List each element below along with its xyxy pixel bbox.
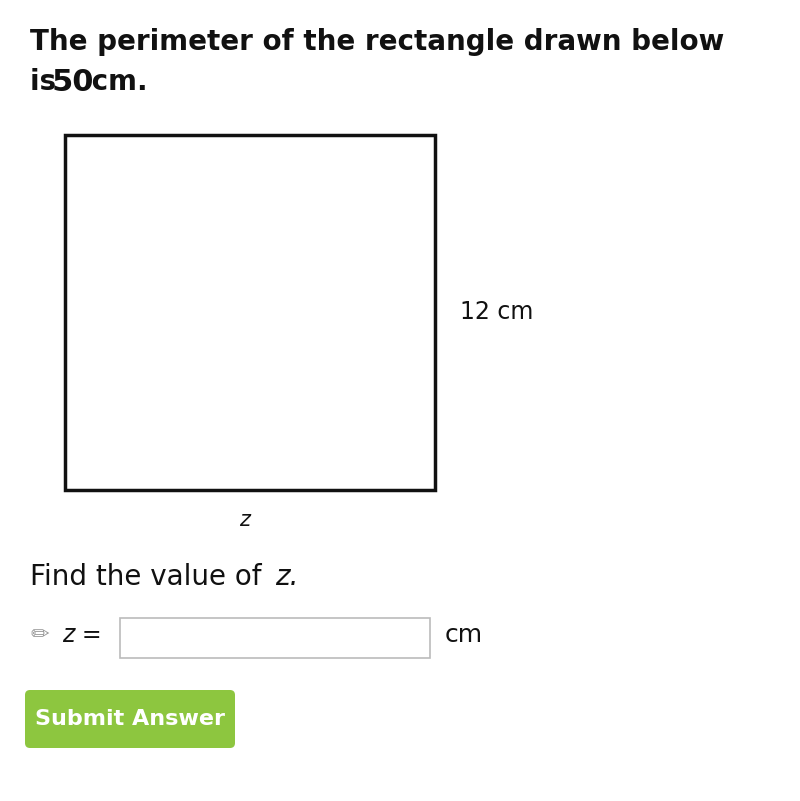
Text: cm: cm [445, 623, 483, 647]
Text: z =: z = [62, 623, 102, 647]
Text: z.: z. [275, 563, 298, 591]
Text: is: is [30, 68, 66, 96]
Bar [120, 618, 430, 658]
Text: z: z [239, 510, 250, 530]
Bar [65, 135, 435, 490]
Text: ✏: ✏ [30, 625, 49, 645]
Text: The perimeter of the rectangle drawn below: The perimeter of the rectangle drawn bel… [30, 28, 724, 56]
Text: Submit Answer: Submit Answer [35, 709, 225, 729]
FancyBboxPatch shape [25, 690, 235, 748]
Text: cm.: cm. [82, 68, 148, 96]
Text: Find the value of: Find the value of [30, 563, 270, 591]
Text: 12 cm: 12 cm [460, 300, 534, 324]
Text: 50: 50 [52, 68, 94, 97]
